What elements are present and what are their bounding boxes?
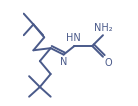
Text: N: N	[60, 57, 68, 67]
Text: O: O	[104, 58, 112, 68]
Text: HN: HN	[66, 33, 81, 43]
Text: NH₂: NH₂	[94, 23, 112, 33]
